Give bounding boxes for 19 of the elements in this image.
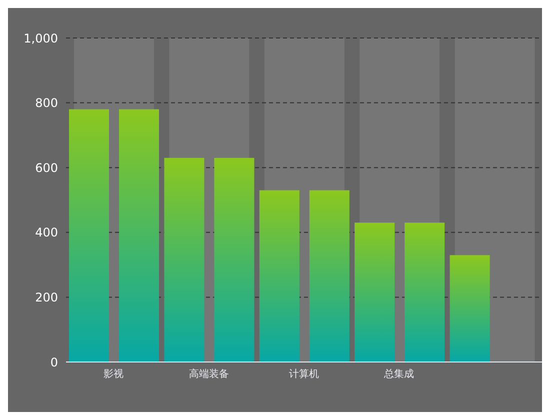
bar <box>119 109 159 362</box>
bar <box>214 158 254 362</box>
y-tick-label: 600 <box>35 160 58 175</box>
y-tick-label: 400 <box>35 226 58 240</box>
x-tick-label: 高端装备 <box>188 368 229 380</box>
x-tick-label: 总集成 <box>383 368 414 380</box>
bar <box>354 222 395 362</box>
bar <box>450 255 490 362</box>
bar <box>309 190 350 362</box>
bar <box>259 190 300 362</box>
y-tick-label: 200 <box>35 290 58 304</box>
bar <box>404 222 445 362</box>
bar <box>164 158 204 362</box>
x-tick-label: 影视 <box>104 368 124 380</box>
x-tick-label: 计算机 <box>289 368 319 380</box>
y-tick-label: 1,000 <box>24 31 58 46</box>
y-tick-label: 0 <box>50 355 58 370</box>
bar <box>69 109 109 362</box>
y-tick-label: 800 <box>35 96 58 110</box>
